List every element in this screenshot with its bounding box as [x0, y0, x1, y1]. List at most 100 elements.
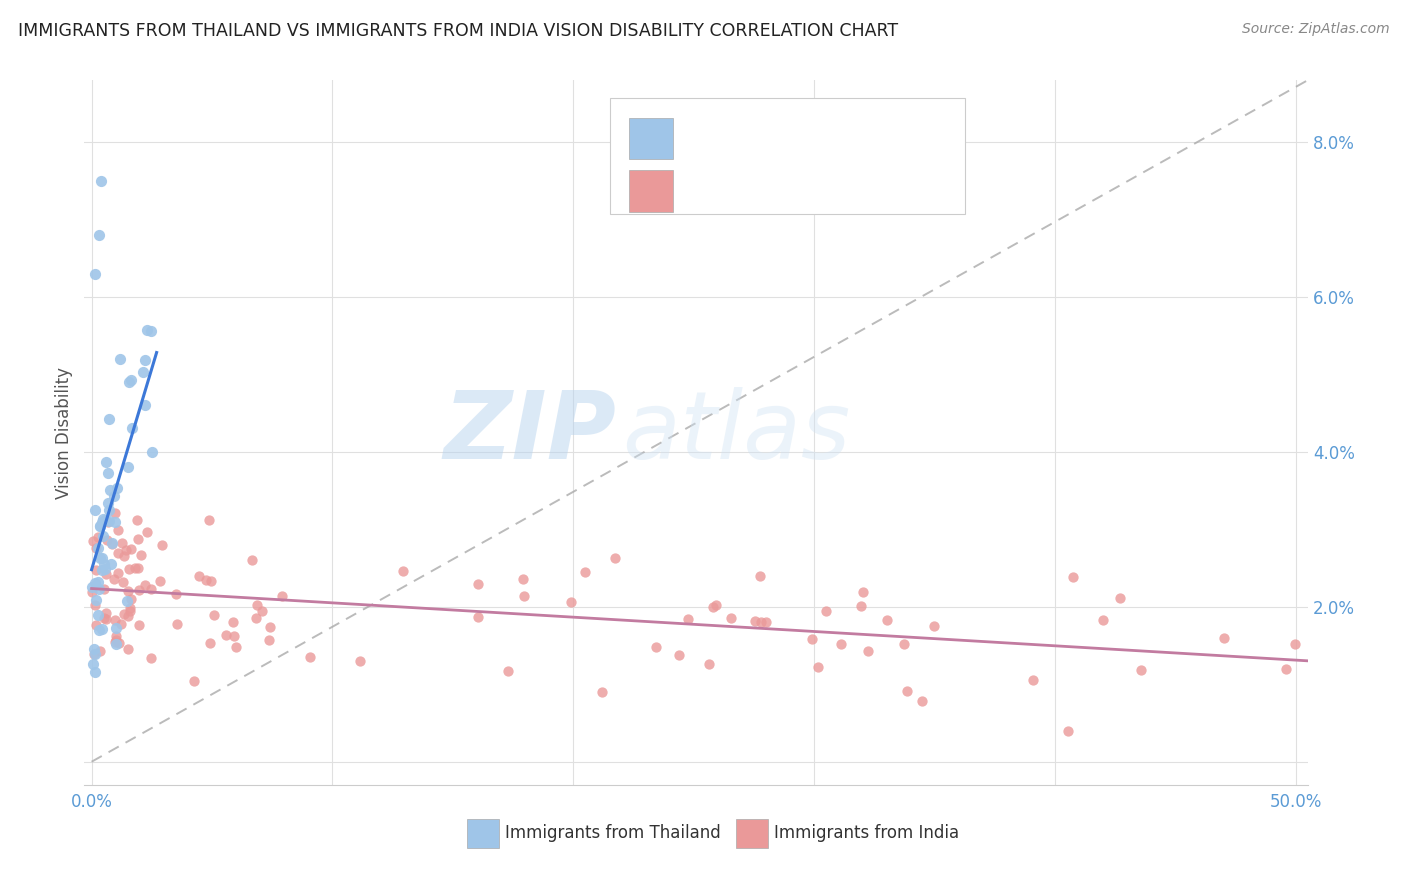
- Point: [121, 420, 143, 434]
- Point: [118, 375, 141, 389]
- Point: [104, 506, 127, 520]
- Point: [141, 445, 163, 459]
- Text: R =: R =: [688, 120, 723, 139]
- Point: [87, 623, 110, 637]
- Point: [259, 619, 281, 633]
- Point: [84, 647, 107, 661]
- Point: [814, 604, 837, 618]
- Point: [83, 665, 105, 679]
- Point: [89, 582, 111, 596]
- Point: [668, 648, 690, 662]
- Point: [112, 549, 135, 563]
- Point: [574, 565, 596, 579]
- Text: IMMIGRANTS FROM THAILAND VS IMMIGRANTS FROM INDIA VISION DISABILITY CORRELATION : IMMIGRANTS FROM THAILAND VS IMMIGRANTS F…: [18, 22, 898, 40]
- Point: [221, 615, 243, 629]
- Point: [830, 637, 852, 651]
- Point: [127, 561, 149, 575]
- Point: [200, 636, 222, 650]
- Point: [89, 644, 111, 658]
- Point: [152, 538, 174, 552]
- Point: [105, 632, 128, 647]
- Point: [603, 550, 626, 565]
- Text: 54: 54: [914, 120, 939, 139]
- Point: [105, 481, 128, 495]
- Point: [120, 373, 142, 387]
- Point: [198, 513, 221, 527]
- Point: [97, 514, 120, 528]
- Point: [128, 617, 150, 632]
- Point: [896, 683, 918, 698]
- Point: [91, 516, 114, 530]
- Point: [749, 568, 772, 582]
- Point: [107, 566, 129, 580]
- Point: [84, 617, 107, 632]
- Point: [245, 611, 267, 625]
- Text: ZIP: ZIP: [443, 386, 616, 479]
- Point: [856, 644, 879, 658]
- Text: Immigrants from India: Immigrants from India: [775, 824, 959, 842]
- Point: [84, 593, 107, 607]
- Point: [84, 563, 107, 577]
- Point: [135, 524, 157, 539]
- Text: R =: R =: [688, 173, 723, 192]
- Text: Source: ZipAtlas.com: Source: ZipAtlas.com: [1241, 22, 1389, 37]
- Point: [94, 566, 117, 581]
- Point: [87, 575, 110, 590]
- Point: [924, 618, 946, 632]
- Point: [744, 614, 766, 628]
- Point: [94, 606, 117, 620]
- Point: [105, 637, 128, 651]
- Point: [755, 615, 778, 630]
- Point: [82, 580, 104, 594]
- Text: atlas: atlas: [623, 387, 851, 478]
- Point: [117, 641, 139, 656]
- Point: [222, 629, 245, 643]
- Point: [98, 503, 121, 517]
- FancyBboxPatch shape: [737, 819, 768, 848]
- Point: [87, 608, 110, 623]
- Point: [134, 353, 156, 368]
- Point: [240, 553, 263, 567]
- Point: [139, 582, 162, 596]
- Point: [702, 600, 724, 615]
- Point: [270, 589, 292, 603]
- Point: [127, 532, 149, 546]
- Point: [120, 600, 142, 615]
- Point: [1130, 663, 1153, 677]
- Point: [84, 541, 107, 555]
- Text: -0.209: -0.209: [747, 173, 813, 192]
- Point: [127, 513, 149, 527]
- Point: [195, 573, 218, 587]
- Text: N =: N =: [852, 120, 889, 139]
- Point: [467, 576, 489, 591]
- Text: N =: N =: [852, 173, 889, 192]
- Point: [134, 577, 156, 591]
- Point: [90, 174, 112, 188]
- Point: [117, 583, 139, 598]
- Point: [97, 496, 120, 510]
- Point: [94, 454, 117, 468]
- Point: [131, 365, 153, 379]
- Point: [107, 523, 129, 537]
- Point: [120, 591, 142, 606]
- Point: [101, 536, 124, 550]
- Point: [82, 657, 104, 671]
- Point: [97, 466, 120, 480]
- Point: [110, 617, 132, 632]
- Point: [852, 585, 875, 599]
- Point: [215, 628, 238, 642]
- Point: [103, 634, 125, 648]
- Point: [93, 528, 115, 542]
- Point: [82, 585, 104, 599]
- Point: [94, 513, 117, 527]
- Point: [96, 533, 118, 548]
- Point: [83, 642, 105, 657]
- Point: [1213, 631, 1236, 645]
- Point: [1284, 637, 1306, 651]
- Point: [105, 621, 128, 635]
- Point: [89, 518, 111, 533]
- Point: [89, 519, 111, 533]
- Point: [91, 550, 114, 565]
- Point: [87, 541, 110, 555]
- Point: [104, 515, 127, 529]
